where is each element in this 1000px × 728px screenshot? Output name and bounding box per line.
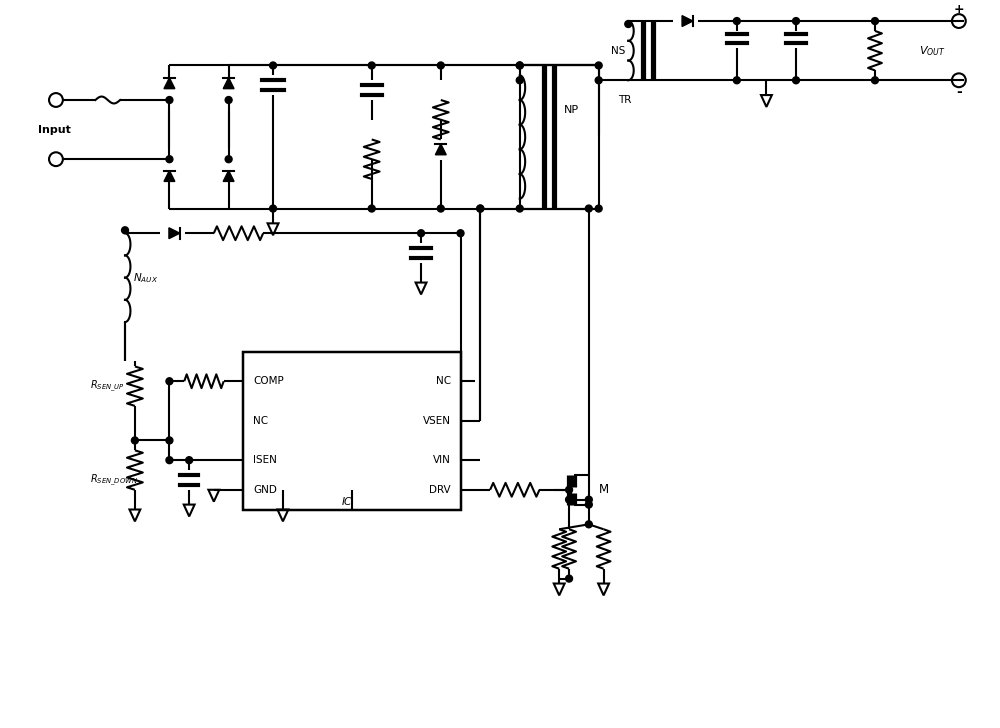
Circle shape (477, 205, 484, 212)
Circle shape (270, 62, 276, 69)
Circle shape (793, 77, 799, 84)
Polygon shape (435, 144, 446, 155)
Circle shape (368, 62, 375, 69)
Text: TR: TR (618, 95, 632, 105)
Text: IC: IC (342, 496, 352, 507)
Circle shape (477, 205, 484, 212)
Circle shape (733, 17, 740, 25)
Polygon shape (164, 170, 175, 181)
Circle shape (457, 230, 464, 237)
Circle shape (166, 437, 173, 444)
Circle shape (225, 156, 232, 162)
Text: VIN: VIN (433, 455, 451, 465)
Circle shape (186, 456, 193, 464)
Circle shape (516, 62, 523, 69)
Polygon shape (223, 78, 234, 89)
Text: VSEN: VSEN (423, 416, 451, 426)
Text: $V_{OUT}$: $V_{OUT}$ (919, 44, 946, 58)
Circle shape (437, 62, 444, 69)
Text: $R_{SEN\_DOWN}$: $R_{SEN\_DOWN}$ (90, 472, 139, 488)
Polygon shape (598, 584, 609, 596)
Circle shape (595, 77, 602, 84)
Circle shape (595, 205, 602, 212)
Circle shape (516, 62, 523, 69)
Polygon shape (554, 584, 565, 596)
Text: $R_{SEN\_UP}$: $R_{SEN\_UP}$ (90, 379, 125, 394)
Polygon shape (169, 228, 180, 239)
Circle shape (166, 456, 173, 464)
Polygon shape (208, 490, 219, 502)
Text: COMP: COMP (253, 376, 284, 387)
Circle shape (225, 97, 232, 103)
Circle shape (418, 230, 425, 237)
Circle shape (585, 205, 592, 212)
Text: M: M (599, 483, 609, 496)
Polygon shape (223, 170, 234, 181)
Polygon shape (682, 15, 693, 26)
Circle shape (595, 62, 602, 69)
Text: GND: GND (253, 485, 277, 495)
Circle shape (566, 496, 573, 503)
Circle shape (122, 227, 128, 234)
Circle shape (872, 77, 878, 84)
Circle shape (166, 156, 173, 162)
Circle shape (585, 521, 592, 528)
Polygon shape (129, 510, 140, 521)
Text: NP: NP (564, 105, 579, 115)
Polygon shape (761, 95, 772, 107)
Circle shape (566, 575, 573, 582)
Circle shape (516, 205, 523, 212)
Circle shape (625, 20, 632, 28)
Circle shape (585, 501, 592, 508)
Text: +: + (954, 3, 964, 16)
Text: ISEN: ISEN (253, 455, 277, 465)
Text: NC: NC (253, 416, 268, 426)
Circle shape (516, 77, 523, 84)
Circle shape (166, 97, 173, 103)
Circle shape (270, 205, 276, 212)
Circle shape (585, 496, 592, 503)
Polygon shape (277, 510, 288, 521)
Polygon shape (184, 505, 195, 516)
Circle shape (166, 378, 173, 384)
Circle shape (131, 437, 138, 444)
Text: Input: Input (38, 124, 71, 135)
Bar (243, 352, 461, 510)
Circle shape (566, 486, 573, 494)
Polygon shape (416, 282, 426, 294)
Polygon shape (268, 223, 278, 235)
Circle shape (368, 205, 375, 212)
Circle shape (872, 17, 878, 25)
Circle shape (437, 205, 444, 212)
Text: $N_{AUX}$: $N_{AUX}$ (133, 271, 158, 285)
Text: DRV: DRV (429, 485, 451, 495)
Circle shape (793, 17, 799, 25)
Text: NC: NC (436, 376, 451, 387)
Text: NS: NS (611, 46, 625, 55)
Circle shape (733, 77, 740, 84)
Text: -: - (956, 85, 962, 99)
Polygon shape (164, 78, 175, 89)
